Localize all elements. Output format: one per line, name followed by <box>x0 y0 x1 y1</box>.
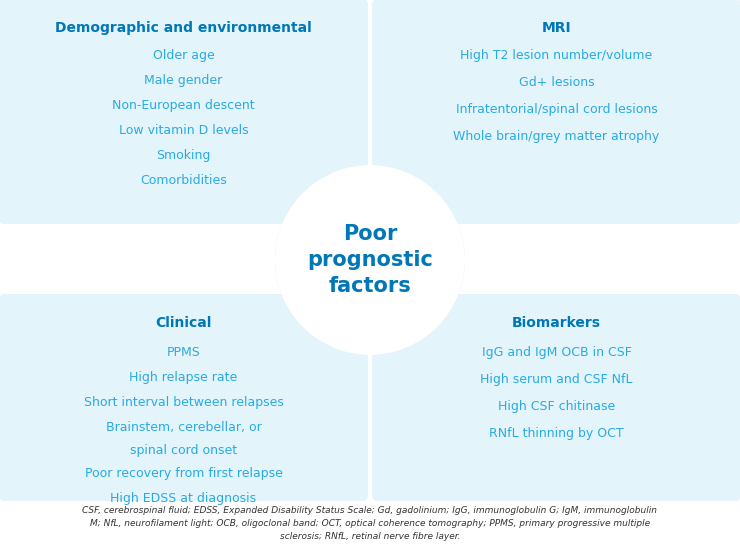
Text: High serum and CSF NfL: High serum and CSF NfL <box>480 373 633 386</box>
Text: Gd+ lesions: Gd+ lesions <box>519 76 594 89</box>
Text: Brainstem, cerebellar, or: Brainstem, cerebellar, or <box>106 421 261 434</box>
Text: Low vitamin D levels: Low vitamin D levels <box>118 124 249 137</box>
Polygon shape <box>302 300 370 350</box>
Text: Smoking: Smoking <box>156 149 211 162</box>
Polygon shape <box>370 300 438 350</box>
Circle shape <box>275 165 465 355</box>
Text: Male gender: Male gender <box>144 74 223 87</box>
Text: Non-European descent: Non-European descent <box>112 99 255 112</box>
Text: Poor recovery from first relapse: Poor recovery from first relapse <box>84 467 283 480</box>
Text: High CSF chitinase: High CSF chitinase <box>498 400 615 413</box>
FancyBboxPatch shape <box>372 0 740 224</box>
Text: Older age: Older age <box>152 49 215 62</box>
Polygon shape <box>378 192 460 260</box>
Text: High EDSS at diagnosis: High EDSS at diagnosis <box>110 492 257 505</box>
FancyBboxPatch shape <box>0 0 368 224</box>
Text: MRI: MRI <box>542 21 571 35</box>
Text: High T2 lesion number/volume: High T2 lesion number/volume <box>460 49 653 62</box>
Text: IgG and IgM OCB in CSF: IgG and IgM OCB in CSF <box>482 346 631 359</box>
Polygon shape <box>378 260 460 328</box>
Circle shape <box>280 170 460 350</box>
Text: RNfL thinning by OCT: RNfL thinning by OCT <box>489 427 624 440</box>
Text: Biomarkers: Biomarkers <box>512 316 601 330</box>
Text: spinal cord onset: spinal cord onset <box>130 444 237 457</box>
Text: Poor
prognostic
factors: Poor prognostic factors <box>307 224 433 296</box>
Text: Comorbidities: Comorbidities <box>140 174 227 187</box>
Text: CSF, cerebrospinal fluid; EDSS, Expanded Disability Status Scale; Gd, gadolinium: CSF, cerebrospinal fluid; EDSS, Expanded… <box>82 506 658 541</box>
Circle shape <box>275 165 465 355</box>
Polygon shape <box>280 192 362 260</box>
Text: Infratentorial/spinal cord lesions: Infratentorial/spinal cord lesions <box>456 103 657 116</box>
Text: Demographic and environmental: Demographic and environmental <box>55 21 312 35</box>
Polygon shape <box>280 260 362 328</box>
Text: PPMS: PPMS <box>166 346 201 359</box>
Polygon shape <box>302 170 370 218</box>
FancyBboxPatch shape <box>0 294 368 501</box>
Text: High relapse rate: High relapse rate <box>130 371 238 384</box>
Text: Whole brain/grey matter atrophy: Whole brain/grey matter atrophy <box>454 130 659 143</box>
FancyBboxPatch shape <box>372 294 740 501</box>
Polygon shape <box>370 170 438 218</box>
Text: Clinical: Clinical <box>155 316 212 330</box>
Text: Short interval between relapses: Short interval between relapses <box>84 396 283 409</box>
